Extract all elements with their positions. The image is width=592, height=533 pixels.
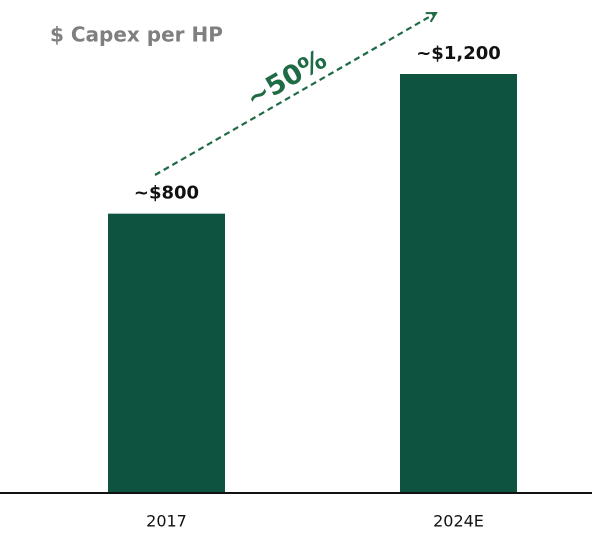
x-tick-label: 2024E bbox=[433, 512, 484, 531]
value-label: ~$800 bbox=[134, 183, 199, 204]
growth-arrow bbox=[154, 13, 436, 176]
bar bbox=[108, 213, 225, 493]
growth-annotation: ~50% bbox=[241, 44, 332, 114]
value-label: ~$1,200 bbox=[416, 43, 501, 64]
chart-title: $ Capex per HP bbox=[50, 23, 223, 47]
bar bbox=[400, 74, 517, 493]
x-tick-label: 2017 bbox=[146, 512, 187, 531]
